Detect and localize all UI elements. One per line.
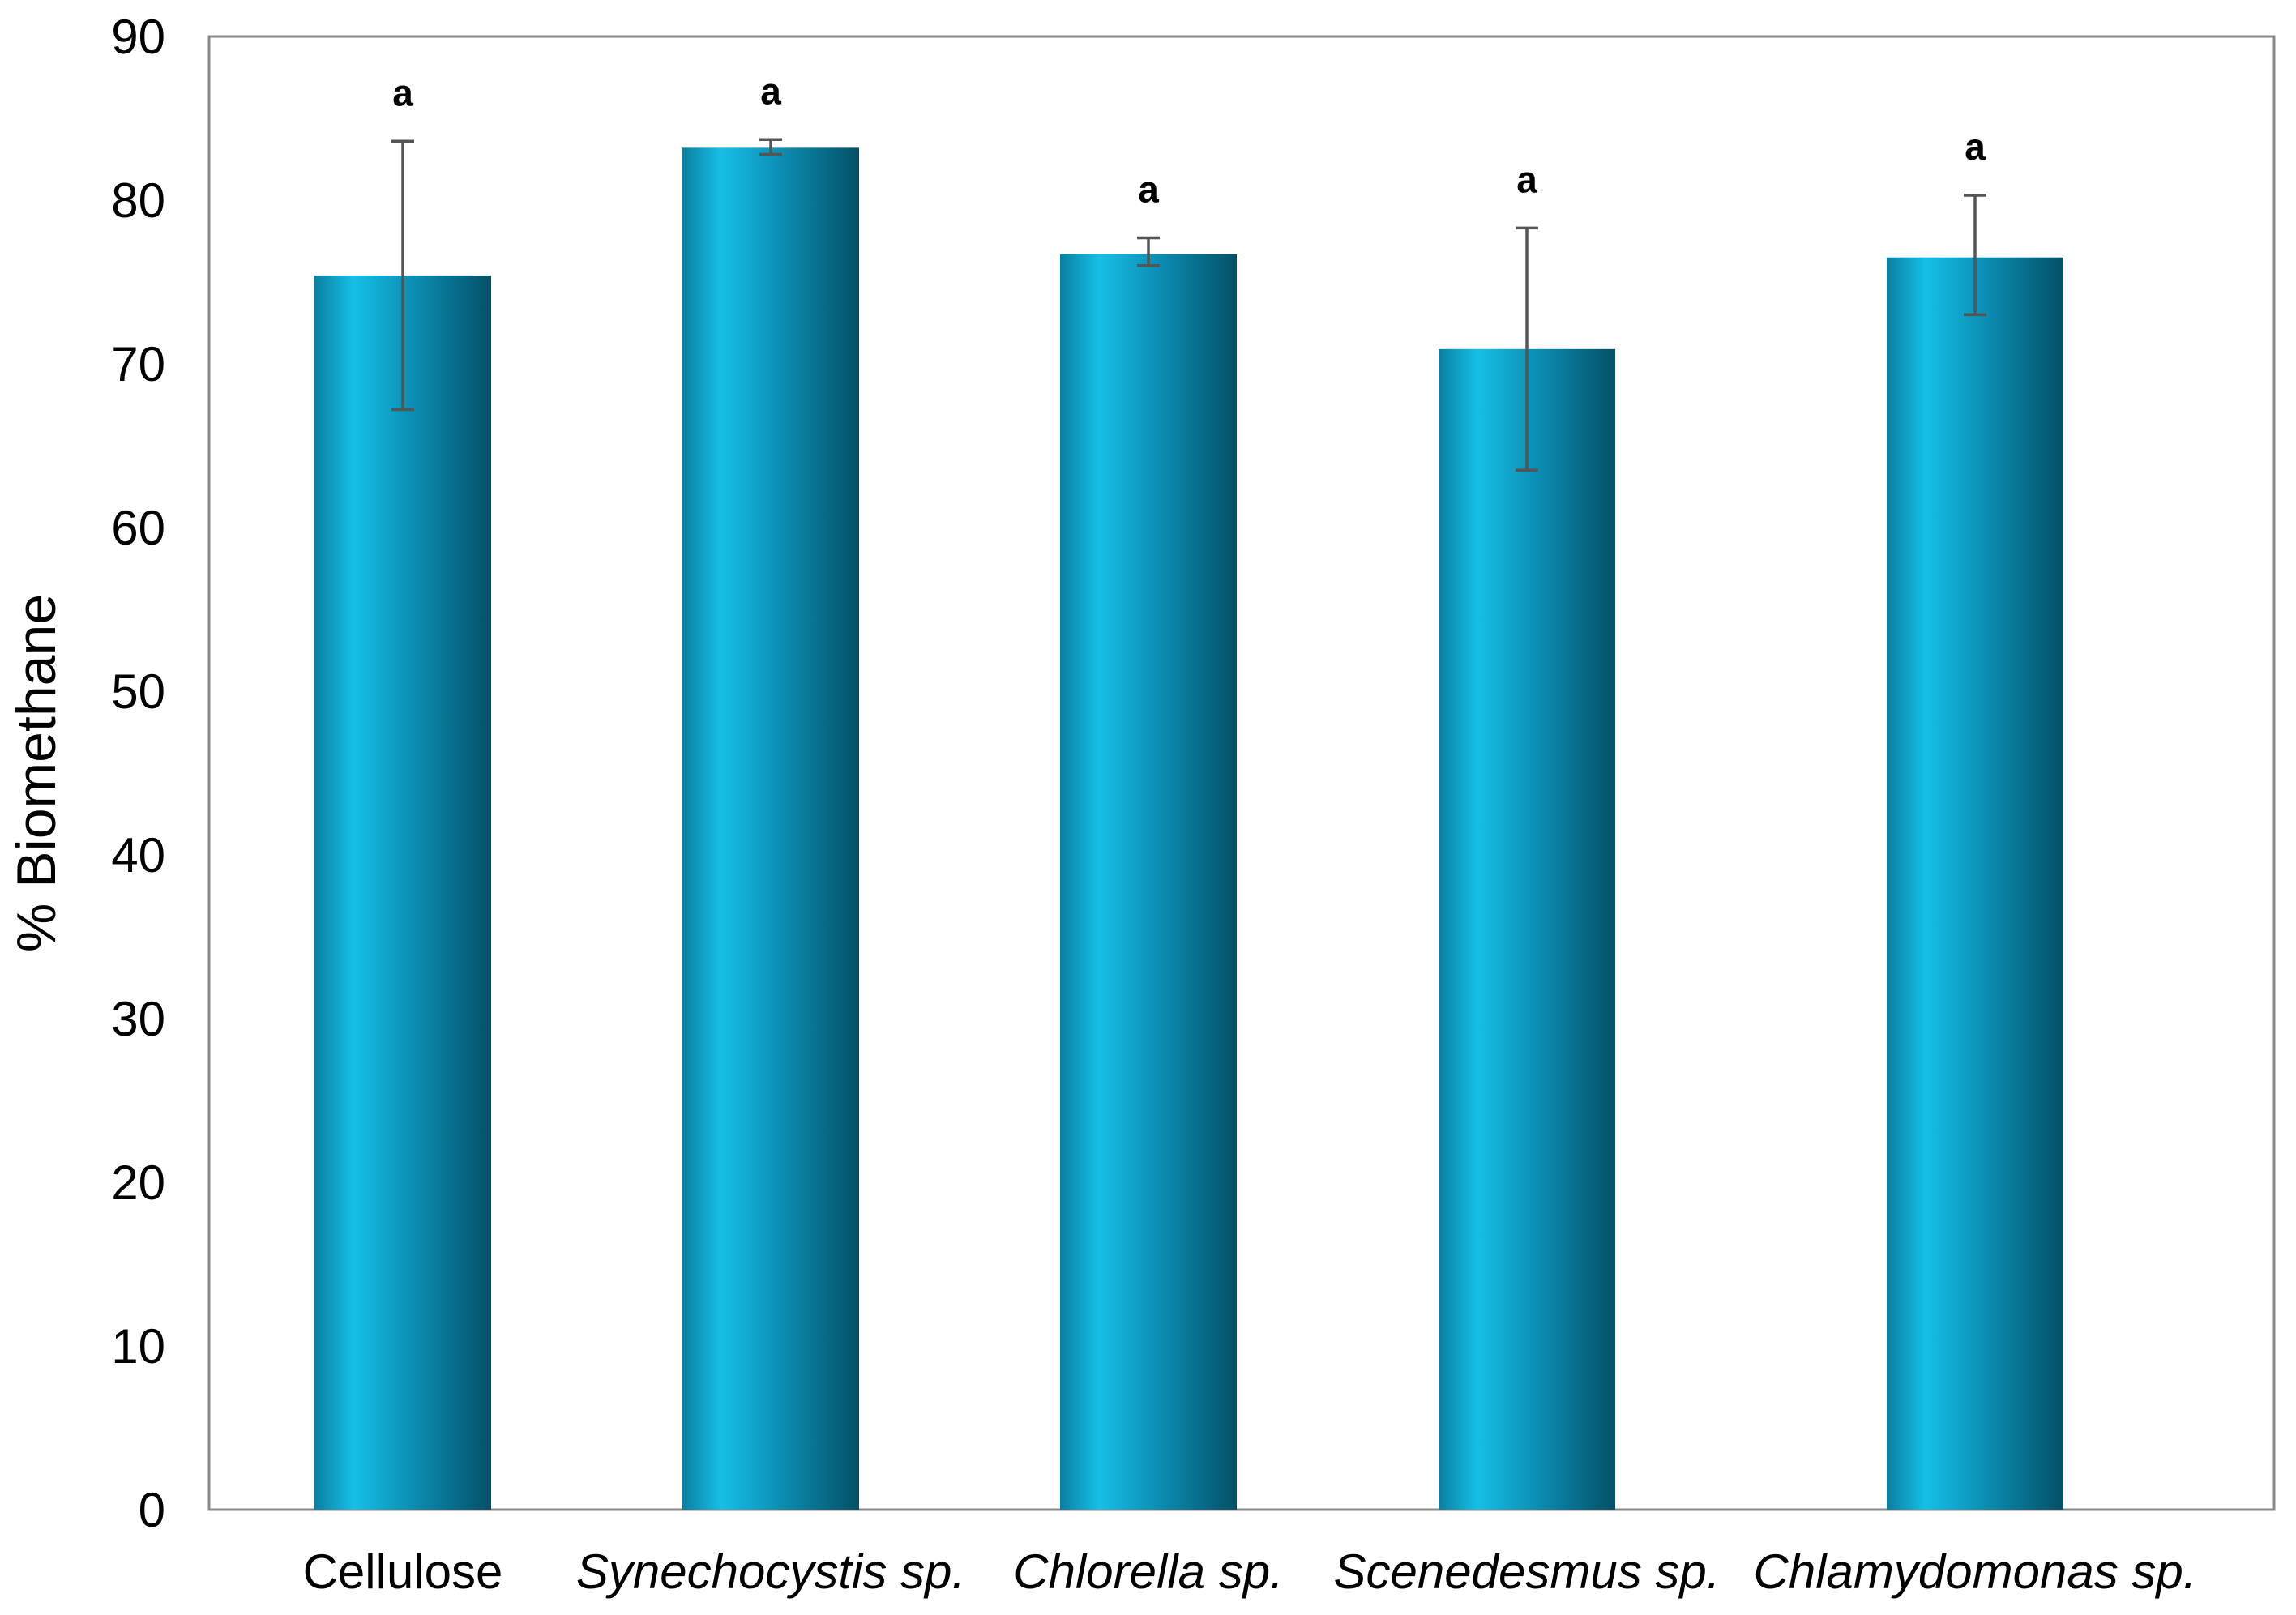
y-tick-label: 60: [111, 501, 165, 555]
bars-layer: [314, 147, 2063, 1510]
y-tick-label: 90: [111, 10, 165, 64]
y-tick-label: 40: [111, 828, 165, 882]
x-category-label: Chlorella sp.: [1013, 1545, 1284, 1599]
y-axis-ticks: 0 10 20 30 40 50 60 70 80 90: [111, 10, 165, 1537]
x-axis-categories: Cellulose Synechocystis sp. Chlorella sp. S…: [303, 1545, 2197, 1599]
y-tick-label: 30: [111, 992, 165, 1046]
significance-label: a: [760, 70, 781, 112]
error-bars-layer: [391, 138, 1986, 472]
significance-labels: a a a a a: [392, 70, 1986, 210]
x-category-label: Synechocystis sp.: [576, 1545, 965, 1599]
error-bar: [759, 138, 782, 156]
error-bar: [1516, 226, 1538, 472]
bar: [314, 275, 491, 1510]
bar: [1887, 257, 2063, 1510]
significance-label: a: [1516, 158, 1537, 200]
error-bar: [1137, 236, 1160, 267]
bar: [1060, 254, 1237, 1510]
bar: [682, 147, 859, 1510]
significance-label: a: [1965, 126, 1986, 168]
y-tick-label: 10: [111, 1319, 165, 1374]
significance-label: a: [1138, 168, 1159, 210]
y-tick-label: 80: [111, 173, 165, 228]
error-bar: [391, 139, 414, 412]
plot-frame: [207, 35, 2276, 1511]
y-tick-label: 20: [111, 1156, 165, 1210]
y-axis-label: % Biomethane: [6, 594, 67, 952]
bar: [1439, 348, 1615, 1510]
x-category-label: Chlamydomonas sp.: [1754, 1545, 2197, 1599]
x-category-label: Cellulose: [303, 1545, 503, 1599]
y-tick-label: 50: [111, 664, 165, 719]
y-tick-label: 70: [111, 337, 165, 391]
x-category-label: Scenedesmus sp.: [1334, 1545, 1721, 1599]
significance-label: a: [392, 71, 413, 113]
y-tick-label: 0: [139, 1483, 165, 1537]
error-bar: [1964, 194, 1986, 317]
